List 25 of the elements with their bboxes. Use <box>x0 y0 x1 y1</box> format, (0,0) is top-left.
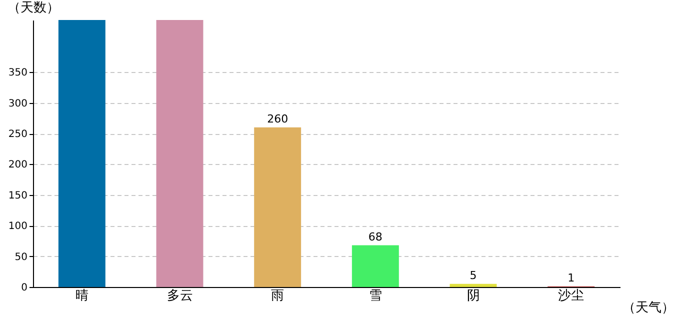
x-tick-label: 多云 <box>166 288 193 304</box>
bar <box>352 245 399 287</box>
y-tick-label: 250 <box>8 129 28 140</box>
bar <box>58 20 106 287</box>
y-axis-title: （天数） <box>8 0 60 16</box>
y-tick-label: 300 <box>8 98 28 110</box>
y-tick-label: 50 <box>14 252 28 263</box>
data-label: 5 <box>470 268 477 282</box>
bar <box>156 20 204 287</box>
data-label: 1 <box>568 271 575 284</box>
y-tick-label: 350 <box>8 68 28 79</box>
y-tick-label: 0 <box>21 282 28 294</box>
x-tick-label: 沙尘 <box>558 288 584 304</box>
y-tick-label: 150 <box>8 190 28 202</box>
x-tick-label: 阴 <box>466 288 480 304</box>
x-axis-title: （天气） <box>622 300 674 316</box>
bar <box>450 284 497 287</box>
bar <box>254 127 302 287</box>
y-tick-label: 100 <box>8 221 28 232</box>
data-label: 68 <box>368 230 382 244</box>
x-tick-label: 雨 <box>271 288 284 304</box>
x-tick-label: 雪 <box>368 288 382 304</box>
data-label: 260 <box>267 112 288 126</box>
x-tick-label: 晴 <box>75 288 88 304</box>
y-tick-label: 200 <box>8 160 28 171</box>
